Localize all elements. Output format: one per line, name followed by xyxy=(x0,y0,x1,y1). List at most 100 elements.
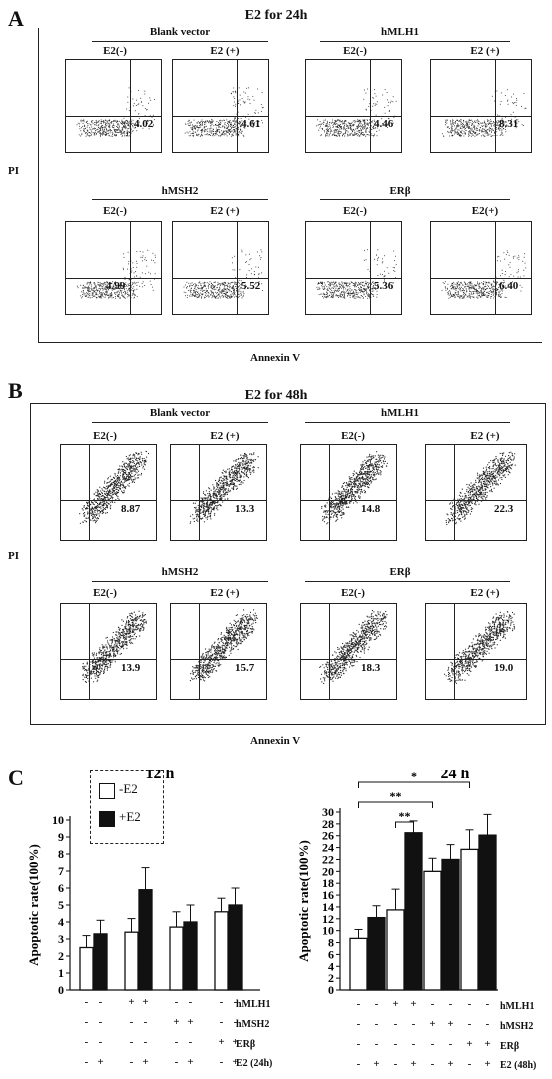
flow-scatter xyxy=(443,611,516,684)
flow-scatter xyxy=(189,609,258,682)
legend-label-minus: -E2 xyxy=(119,781,138,796)
sign-cell: - xyxy=(467,1058,472,1070)
panel-a-y-axis-label: PI xyxy=(8,165,19,177)
sign-cell: - xyxy=(448,998,453,1010)
bar xyxy=(169,926,184,991)
panel-b-frame xyxy=(30,403,546,725)
sign-cell: - xyxy=(393,1038,398,1050)
y-tick-label: 5 xyxy=(58,898,64,912)
sign-cell: - xyxy=(84,996,89,1008)
panel-b-group-underline xyxy=(305,581,510,582)
flow-plot-b: 13.3 xyxy=(170,444,267,541)
panel-a-group-underline xyxy=(320,41,510,42)
y-tick-label: 2 xyxy=(328,971,334,985)
sign-cell: + xyxy=(173,1016,180,1028)
sign-cell: + xyxy=(232,1036,239,1048)
panel-a-group-label: ERβ xyxy=(389,185,411,197)
sign-cell: - xyxy=(430,998,435,1010)
sign-cell: - xyxy=(467,1018,472,1030)
y-tick-label: 10 xyxy=(322,924,334,938)
y-tick-label: 20 xyxy=(322,864,334,878)
row-label-erb-right: ERβ xyxy=(500,1041,520,1052)
panel-b-group-underline xyxy=(305,422,510,423)
bar xyxy=(228,904,243,991)
sign-cell: + xyxy=(410,998,417,1010)
apoptosis-value: 14.8 xyxy=(361,503,381,515)
flow-plot-b: 22.3 xyxy=(425,444,527,541)
panel-a-condition-label: E2 (+) xyxy=(210,205,240,217)
y-tick-label: 8 xyxy=(328,936,334,950)
panel-b-condition-label: E2 (+) xyxy=(470,587,500,599)
sign-cell: - xyxy=(374,1018,379,1030)
apoptosis-value: 4.61 xyxy=(241,118,261,130)
y-tick-label: 10 xyxy=(52,813,64,827)
apoptosis-value: 8.87 xyxy=(121,503,141,515)
panel-a-frame-bottom xyxy=(38,342,542,343)
y-tick-label: 18 xyxy=(322,876,334,890)
apoptosis-value: 15.7 xyxy=(235,662,255,674)
sign-cell: - xyxy=(233,996,238,1008)
significance-bracket xyxy=(358,801,433,808)
sign-cell: - xyxy=(174,996,179,1008)
apoptosis-value: 4.46 xyxy=(374,118,394,130)
panel-a-frame-left xyxy=(38,28,39,342)
y-tick-label: 14 xyxy=(322,900,334,914)
sign-cell: - xyxy=(356,998,361,1010)
significance-mark: ** xyxy=(399,809,411,823)
sign-cell: + xyxy=(429,1018,436,1030)
sign-cell: + xyxy=(142,996,149,1008)
flow-scatter xyxy=(82,610,147,683)
flow-plot-a: 4.61 xyxy=(172,59,269,153)
bar xyxy=(423,870,442,991)
panel-a-group-label: hMSH2 xyxy=(161,185,199,197)
sign-cell: + xyxy=(128,996,135,1008)
panel-a-group-underline xyxy=(92,199,268,200)
sign-cell: + xyxy=(97,1056,104,1068)
sign-cell: - xyxy=(485,998,490,1010)
y-tick-label: 6 xyxy=(328,947,334,961)
y-tick-label: 4 xyxy=(328,959,334,973)
panel-a-condition-label: E2(-) xyxy=(103,45,127,57)
flow-scatter xyxy=(183,249,264,299)
row-label-hmlh1-left: hMLH1 xyxy=(236,999,271,1010)
panel-a-letter: A xyxy=(8,6,24,31)
sign-cell: - xyxy=(84,1036,89,1048)
flow-plot-b: 18.3 xyxy=(300,603,397,700)
legend-label-plus: +E2 xyxy=(119,809,141,824)
flow-scatter xyxy=(319,609,388,685)
panel-a-group-underline xyxy=(320,199,510,200)
apoptosis-value: 4.99 xyxy=(106,280,126,292)
sign-cell: - xyxy=(98,996,103,1008)
row-label-e2-24h: E2 (24h) xyxy=(236,1058,273,1069)
bar xyxy=(124,931,139,991)
sign-cell: - xyxy=(430,1058,435,1070)
y-tick-label: 2 xyxy=(58,949,64,963)
panel-a-title: E2 for 24h xyxy=(244,8,308,23)
panel-b-title: E2 for 48h xyxy=(244,388,308,403)
sign-cell: - xyxy=(143,1016,148,1028)
sign-cell: + xyxy=(484,1038,491,1050)
sign-cell: - xyxy=(393,1058,398,1070)
apoptosis-value: 13.3 xyxy=(235,503,255,515)
sign-cell: + xyxy=(484,1058,491,1070)
sign-cell: - xyxy=(356,1038,361,1050)
apoptosis-value: 5.36 xyxy=(374,280,394,292)
bar xyxy=(79,946,94,991)
y-tick-label: 30 xyxy=(322,805,334,819)
row-label-hmsh2-right: hMSH2 xyxy=(500,1021,534,1032)
panel-b-group-label: hMSH2 xyxy=(161,566,199,578)
sign-cell: + xyxy=(447,1018,454,1030)
flow-plot-b: 15.7 xyxy=(170,603,267,700)
flow-plot-a: 8.31 xyxy=(430,59,532,153)
panel-a-group-underline xyxy=(92,41,268,42)
panel-a-condition-label: E2(-) xyxy=(103,205,127,217)
sign-cell: - xyxy=(174,1036,179,1048)
apoptosis-value: 6.40 xyxy=(499,280,519,292)
row-label-e2-48h: E2 (48h) xyxy=(500,1060,537,1071)
row-label-hmsh2-left: hMSH2 xyxy=(236,1019,270,1030)
panel-b-group-label: Blank vector xyxy=(149,407,211,419)
legend-swatch-plus xyxy=(99,811,115,827)
sign-cell: + xyxy=(187,1056,194,1068)
sign-cell: - xyxy=(411,1018,416,1030)
